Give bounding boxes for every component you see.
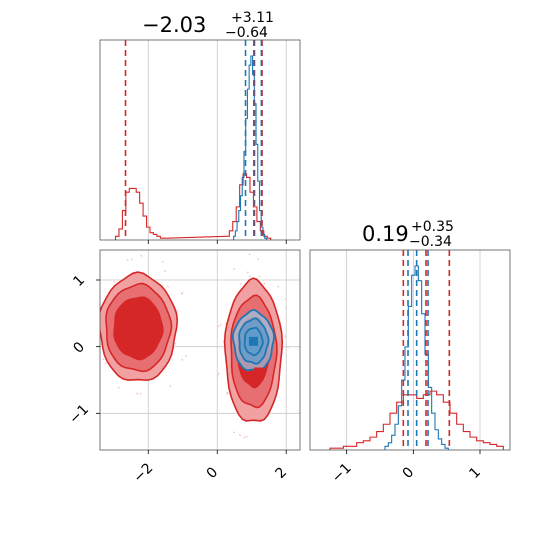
top-left-quantile-lines bbox=[124, 40, 263, 240]
top-left-title-minus: −0.64 bbox=[225, 25, 268, 41]
top-left-title: −2.03 bbox=[142, 13, 206, 37]
scatter-point bbox=[181, 291, 184, 294]
blue-histogram-step bbox=[233, 55, 267, 240]
bottom-left-panel: −2 0 2 −1 0 1 bbox=[66, 249, 301, 486]
scatter-point bbox=[169, 385, 172, 387]
top-left-panel: −2.03 +3.11 −0.64 bbox=[99, 10, 301, 244]
x-tick-label-2: 2 bbox=[273, 464, 291, 482]
bottom-left-y-ticks: −1 0 1 bbox=[66, 272, 100, 427]
top-left-ticks bbox=[147, 240, 287, 244]
scatter-point bbox=[136, 392, 139, 395]
x-tick-label-0: −2 bbox=[130, 460, 156, 486]
scatter-point bbox=[219, 323, 222, 326]
scatter-point bbox=[249, 275, 252, 278]
x-tick-label-1: 0 bbox=[400, 464, 418, 482]
top-left-histograms bbox=[114, 55, 272, 240]
scatter-point bbox=[216, 375, 219, 377]
bottom-left-frame bbox=[99, 249, 301, 451]
scatter-point bbox=[217, 372, 220, 375]
scatter-point bbox=[98, 309, 100, 311]
bottom-right-title: 0.19 bbox=[362, 222, 409, 246]
scatter-point bbox=[104, 362, 107, 365]
scatter-point bbox=[139, 392, 142, 395]
scatter-point bbox=[184, 355, 187, 357]
scatter-point bbox=[284, 335, 287, 338]
red-histogram-step bbox=[329, 390, 504, 450]
red-square-marker bbox=[254, 367, 264, 377]
y-tick-label-0: −1 bbox=[66, 402, 92, 428]
scatter-point bbox=[239, 434, 241, 436]
scatter-point bbox=[181, 358, 184, 361]
top-left-title-plus: +3.11 bbox=[231, 10, 274, 26]
scatter-point bbox=[176, 309, 178, 312]
scatter-point bbox=[98, 350, 100, 352]
scatter-point bbox=[161, 261, 164, 263]
scatter-point bbox=[140, 254, 143, 257]
bottom-right-title-value: 0.19 bbox=[362, 222, 409, 246]
scatter-point bbox=[233, 431, 235, 434]
bottom-right-title-minus: −0.34 bbox=[409, 234, 452, 250]
scatter-point bbox=[97, 306, 99, 308]
scatter-point bbox=[92, 300, 94, 302]
scatter-point bbox=[233, 268, 235, 271]
scatter-point bbox=[174, 342, 177, 345]
y-tick-label-2: 1 bbox=[70, 272, 88, 290]
scatter-point bbox=[243, 436, 246, 439]
scatter-point bbox=[102, 358, 105, 361]
bottom-right-frame bbox=[309, 249, 511, 451]
bottom-left-x-ticks: −2 0 2 bbox=[130, 450, 290, 486]
scatter-point bbox=[239, 282, 242, 285]
top-left-title-value: −2.03 bbox=[142, 13, 206, 37]
bottom-right-panel: 0.19 +0.35 −0.34 −1 0 1 bbox=[309, 219, 511, 486]
scatter-point bbox=[130, 258, 133, 261]
x-tick-label-1: 0 bbox=[204, 464, 222, 482]
scatter-point bbox=[287, 346, 290, 349]
scatter-point bbox=[258, 275, 261, 278]
bottom-right-quantile-lines bbox=[402, 250, 451, 450]
bottom-left-markers bbox=[129, 324, 264, 377]
scatter-point bbox=[226, 393, 229, 395]
scatter-point bbox=[113, 281, 116, 283]
scatter-point bbox=[257, 258, 259, 261]
scatter-point bbox=[277, 285, 280, 288]
scatter-point bbox=[93, 323, 95, 325]
bottom-right-ticks: −1 0 1 bbox=[329, 450, 484, 486]
scatter-point bbox=[248, 253, 251, 256]
scatter-point bbox=[217, 325, 220, 328]
red-histogram-step bbox=[114, 173, 272, 240]
scatter-point bbox=[167, 285, 169, 288]
scatter-point bbox=[246, 271, 249, 274]
scatter-point bbox=[98, 304, 100, 306]
y-tick-label-1: 0 bbox=[70, 339, 88, 357]
blue-square-marker bbox=[248, 336, 258, 346]
scatter-point bbox=[164, 270, 167, 272]
top-left-frame bbox=[99, 39, 301, 241]
scatter-point bbox=[245, 435, 248, 438]
bottom-right-title-plus: +0.35 bbox=[411, 219, 454, 235]
red-square-marker bbox=[129, 324, 139, 334]
x-tick-label-2: 1 bbox=[466, 464, 484, 482]
scatter-point bbox=[284, 298, 287, 300]
scatter-point bbox=[117, 386, 120, 389]
scatter-point bbox=[263, 282, 266, 285]
bottom-right-grid bbox=[346, 250, 481, 450]
x-tick-label-0: −1 bbox=[329, 460, 355, 486]
scatter-point bbox=[284, 306, 287, 309]
top-left-grid bbox=[147, 40, 287, 240]
scatter-point bbox=[126, 259, 129, 262]
